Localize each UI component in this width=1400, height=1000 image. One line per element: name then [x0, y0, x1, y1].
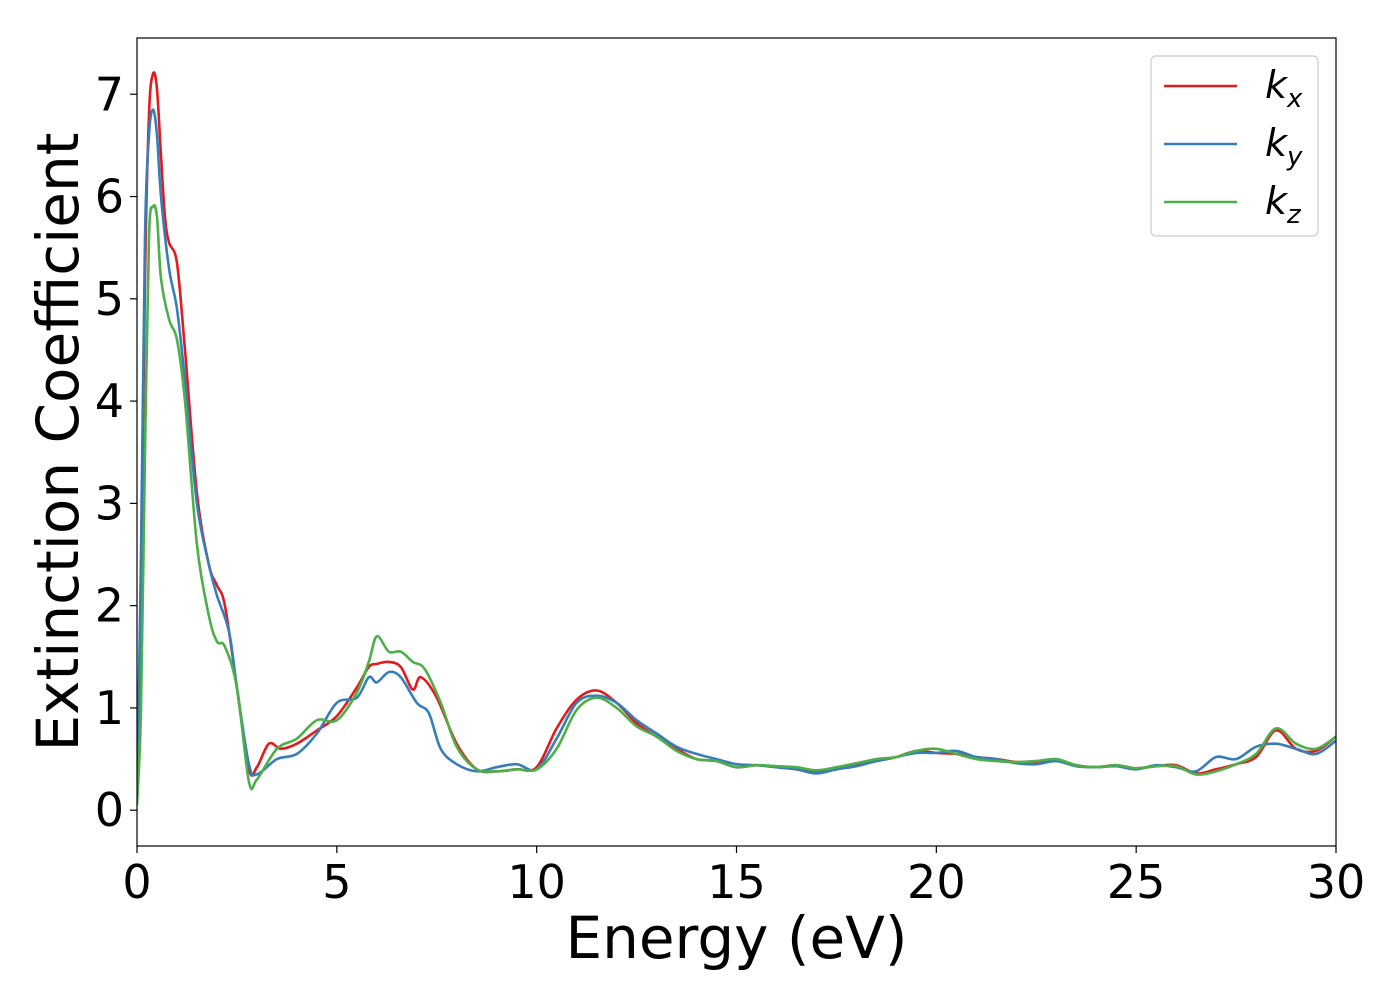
y-axis-title: Extinction Coefficient — [24, 133, 92, 752]
y-tick-label: 6 — [95, 170, 124, 224]
x-tick-label: 10 — [507, 855, 566, 909]
x-axis-title: Energy (eV) — [565, 904, 907, 972]
x-tick-label: 0 — [122, 855, 151, 909]
series-layer — [137, 71, 1336, 806]
x-tick-label: 25 — [1107, 855, 1166, 909]
y-axis-ticks: 0 1 2 3 4 5 6 7 — [95, 67, 137, 837]
y-tick-label: 3 — [95, 476, 124, 530]
x-tick-label: 20 — [907, 855, 966, 909]
y-tick-label: 5 — [95, 272, 124, 326]
series-line-z — [137, 203, 1336, 806]
legend-label-y: ky — [1265, 121, 1303, 172]
x-tick-label: 5 — [322, 855, 351, 909]
legend-label-x: kx — [1265, 63, 1303, 114]
y-tick-label: 2 — [95, 579, 124, 633]
y-tick-label: 7 — [95, 67, 124, 121]
x-tick-label: 30 — [1307, 855, 1366, 909]
x-axis-ticks: 0 5 10 15 20 25 30 — [122, 846, 1365, 909]
x-tick-label: 15 — [707, 855, 766, 909]
y-tick-label: 0 — [95, 783, 124, 837]
legend-label-z: kz — [1265, 179, 1302, 230]
legend-box — [1150, 55, 1319, 237]
y-tick-label: 4 — [95, 374, 124, 428]
y-tick-label: 1 — [95, 681, 124, 735]
legend: kx ky kz — [1150, 55, 1319, 237]
